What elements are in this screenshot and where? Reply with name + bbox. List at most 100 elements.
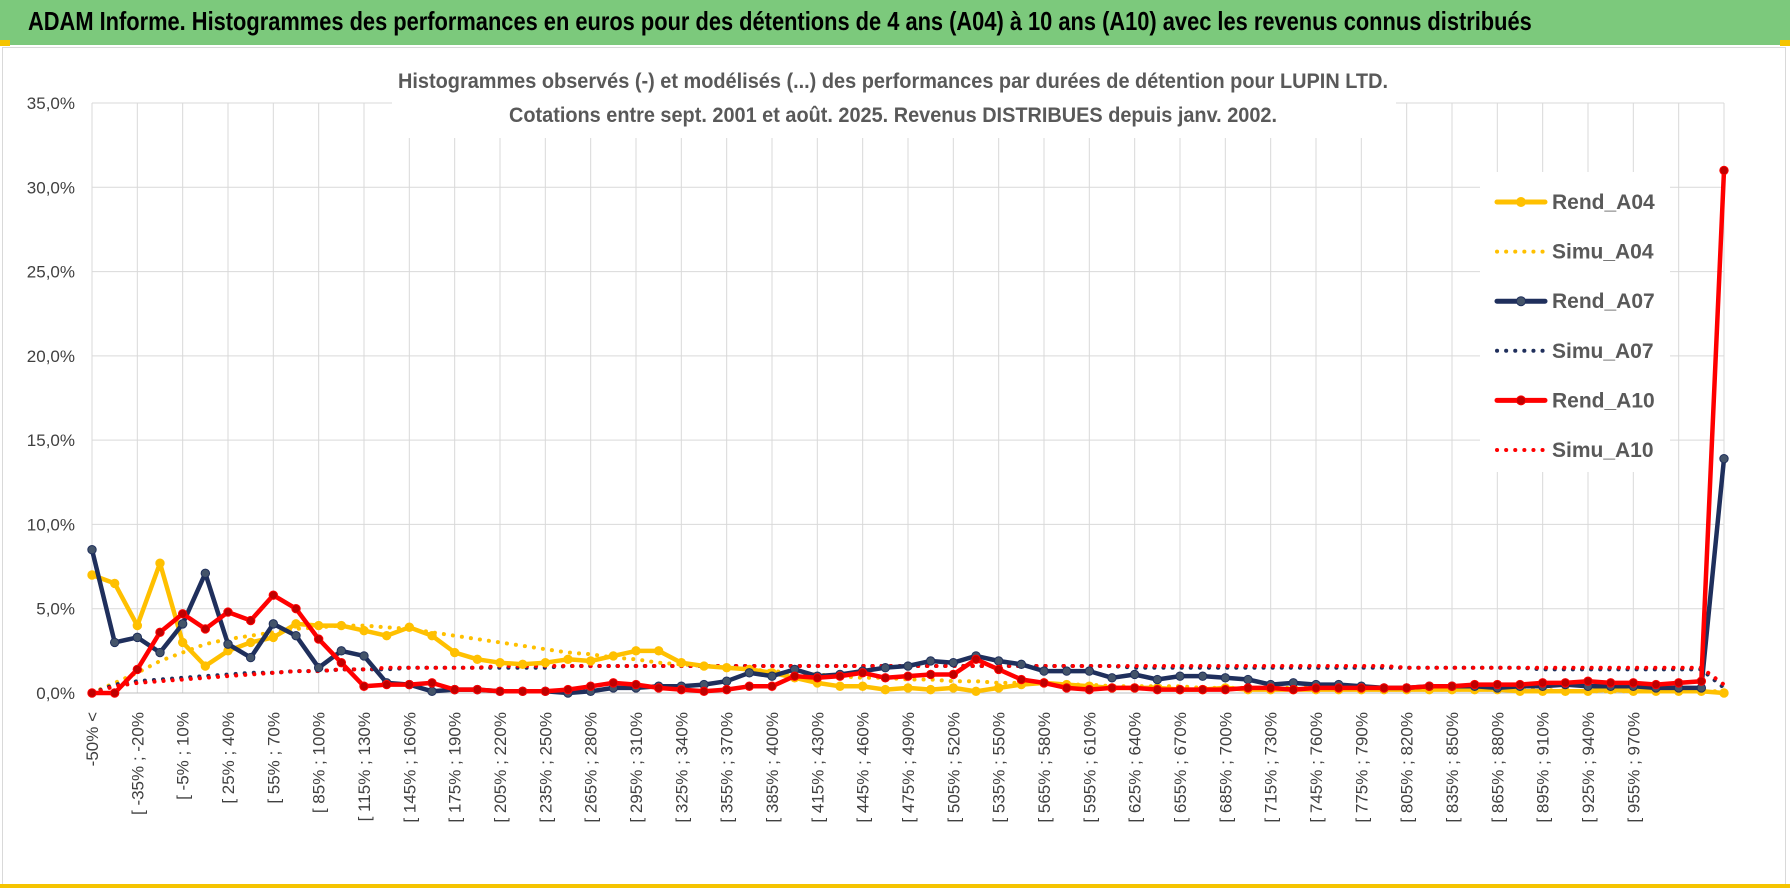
data-point [268,632,279,643]
data-point [1084,666,1095,676]
data-point [245,652,256,663]
data-point [971,686,981,697]
legend-marker [1516,296,1526,307]
data-point [563,684,573,695]
x-tick-label: [ 685% ; 700% [1216,712,1235,823]
data-point [880,673,891,683]
legend-item: Simu_A10 [1495,439,1654,462]
data-point [540,686,551,697]
data-point [1220,684,1231,695]
data-point [699,661,709,671]
data-point [427,686,437,697]
y-tick-label: 20,0% [27,347,75,366]
data-point [132,664,143,675]
data-point [721,663,732,673]
data-point [336,657,347,668]
data-point [1039,678,1049,688]
data-point [812,673,823,683]
x-tick-label: [ 55% ; 70% [264,712,283,804]
data-point [517,686,528,697]
page-title: ADAM Informe. Histogrammes des performan… [28,6,1532,36]
data-point [109,688,120,698]
data-point [1129,669,1140,680]
data-point [1424,681,1435,691]
data-point [948,657,959,668]
x-tick-label: [ 595% ; 610% [1080,712,1099,823]
x-tick-label: [ 445% ; 460% [854,712,873,823]
data-point [1696,676,1707,686]
data-point [1719,453,1729,464]
legend-marker [1516,197,1526,207]
data-point [880,663,891,673]
x-tick-label: [ 145% ; 160% [400,712,419,823]
data-point [1061,683,1072,693]
data-point [427,630,437,641]
data-point [517,659,528,670]
data-point [449,647,460,658]
data-point [223,607,233,617]
data-point [585,681,596,691]
data-point [653,646,664,656]
data-point [1537,678,1548,688]
data-point [631,679,641,690]
data-point [87,688,97,698]
data-point [721,676,732,686]
data-point [291,619,301,629]
data-point [1152,684,1163,695]
data-point [1447,681,1457,691]
data-point [291,630,301,641]
data-point [1401,683,1412,693]
data-point [313,663,324,673]
x-tick-label: [ 625% ; 640% [1126,712,1145,823]
data-point [359,651,369,661]
x-tick-label: [ 925% ; 940% [1579,712,1598,823]
data-point [608,678,619,688]
data-point [381,630,392,641]
data-point [155,558,165,568]
x-tick-label: [ 25% ; 40% [219,712,238,804]
legend-label: Simu_A07 [1552,340,1654,363]
x-tick-label: [ 385% ; 400% [763,712,782,823]
data-point [1515,679,1525,690]
data-point [767,671,777,681]
data-point [359,681,369,691]
data-point [903,683,913,693]
data-point [404,622,415,632]
data-point [608,651,619,661]
data-point [1628,678,1639,688]
legend-marker [1516,395,1526,406]
x-tick-label: [ 505% ; 520% [944,712,963,823]
data-point [948,669,959,680]
y-tick-label: 25,0% [27,263,75,282]
data-point [177,637,188,648]
x-tick-label: [ -5% ; 10% [174,712,193,800]
data-point [291,604,301,614]
y-tick-label: 0,0% [36,684,75,703]
data-point [359,625,369,636]
data-point [427,678,437,688]
data-point [1265,683,1276,693]
data-point [925,684,936,695]
y-tick-label: 5,0% [36,600,75,619]
y-tick-label: 30,0% [27,178,75,197]
data-point [1129,683,1140,693]
gridlines [91,102,1725,694]
y-axis: 0,0% 5,0% 10,0% 15,0% 20,0% 25,0% 30,0% 35,0% [27,94,75,703]
data-point [109,578,120,589]
data-point [200,568,211,579]
data-point [925,669,936,680]
data-point [993,664,1004,675]
x-tick-label: [ 115% ; 130% [355,712,374,821]
data-point [1175,684,1185,695]
data-point [336,646,347,656]
data-point [993,656,1004,666]
data-point [993,683,1004,693]
data-point [1719,165,1729,176]
legend-item: Rend_A10 [1494,389,1655,412]
chart-title-backing [392,66,1396,138]
legend-item: Rend_A04 [1494,191,1655,214]
data-point [1719,688,1729,698]
data-point [767,681,777,691]
x-tick-label: [ 565% ; 580% [1035,712,1054,823]
